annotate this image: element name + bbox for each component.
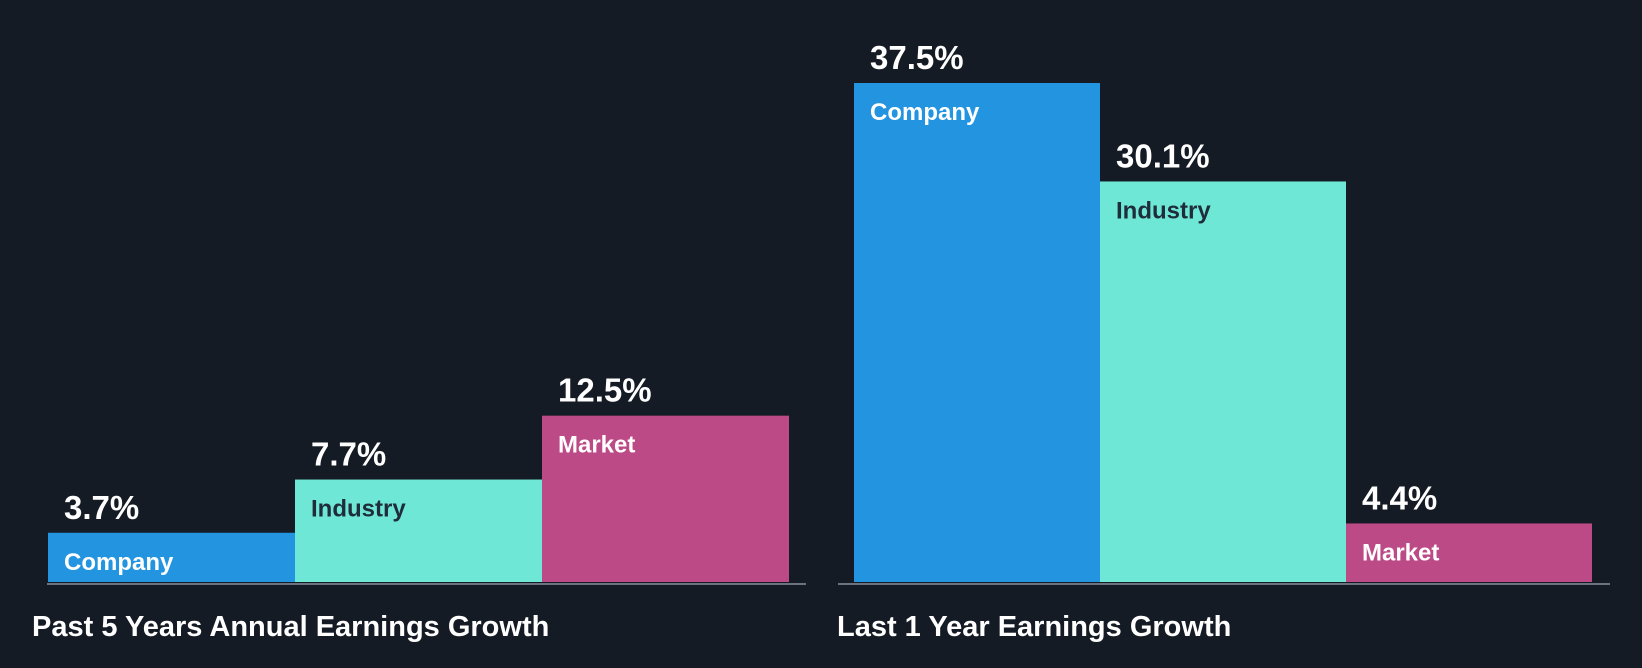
category-label-market-last-1-year: Market (1362, 539, 1439, 566)
value-label-market-last-1-year: 4.4% (1362, 479, 1437, 516)
title-past-5-years: Past 5 Years Annual Earnings Growth (32, 611, 549, 643)
category-label-company-past-5-years: Company (64, 549, 174, 576)
last-1-year-panel: Last 1 Year Earnings Growth 37.5% Company… (837, 39, 1610, 643)
category-label-market-past-5-years: Market (558, 432, 635, 459)
past-5-years-panel: Past 5 Years Annual Earnings Growth 3.7%… (32, 372, 806, 643)
value-label-company-last-1-year: 37.5% (870, 39, 964, 76)
bar-market-past-5-years (542, 415, 789, 582)
category-label-industry-past-5-years: Industry (311, 496, 406, 523)
category-label-company-last-1-year: Company (870, 99, 980, 126)
category-label-industry-last-1-year: Industry (1116, 197, 1211, 224)
title-last-1-year: Last 1 Year Earnings Growth (837, 611, 1231, 643)
bar-industry-past-5-years (295, 479, 542, 582)
bar-industry-last-1-year (1100, 181, 1346, 582)
value-label-industry-past-5-years: 7.7% (311, 436, 386, 473)
value-label-market-past-5-years: 12.5% (558, 372, 652, 409)
value-label-industry-last-1-year: 30.1% (1116, 137, 1210, 174)
bar-company-last-1-year (854, 83, 1100, 582)
value-label-company-past-5-years: 3.7% (64, 489, 139, 526)
bar-market-last-1-year (1346, 523, 1592, 582)
bar-company-past-5-years (48, 532, 295, 582)
